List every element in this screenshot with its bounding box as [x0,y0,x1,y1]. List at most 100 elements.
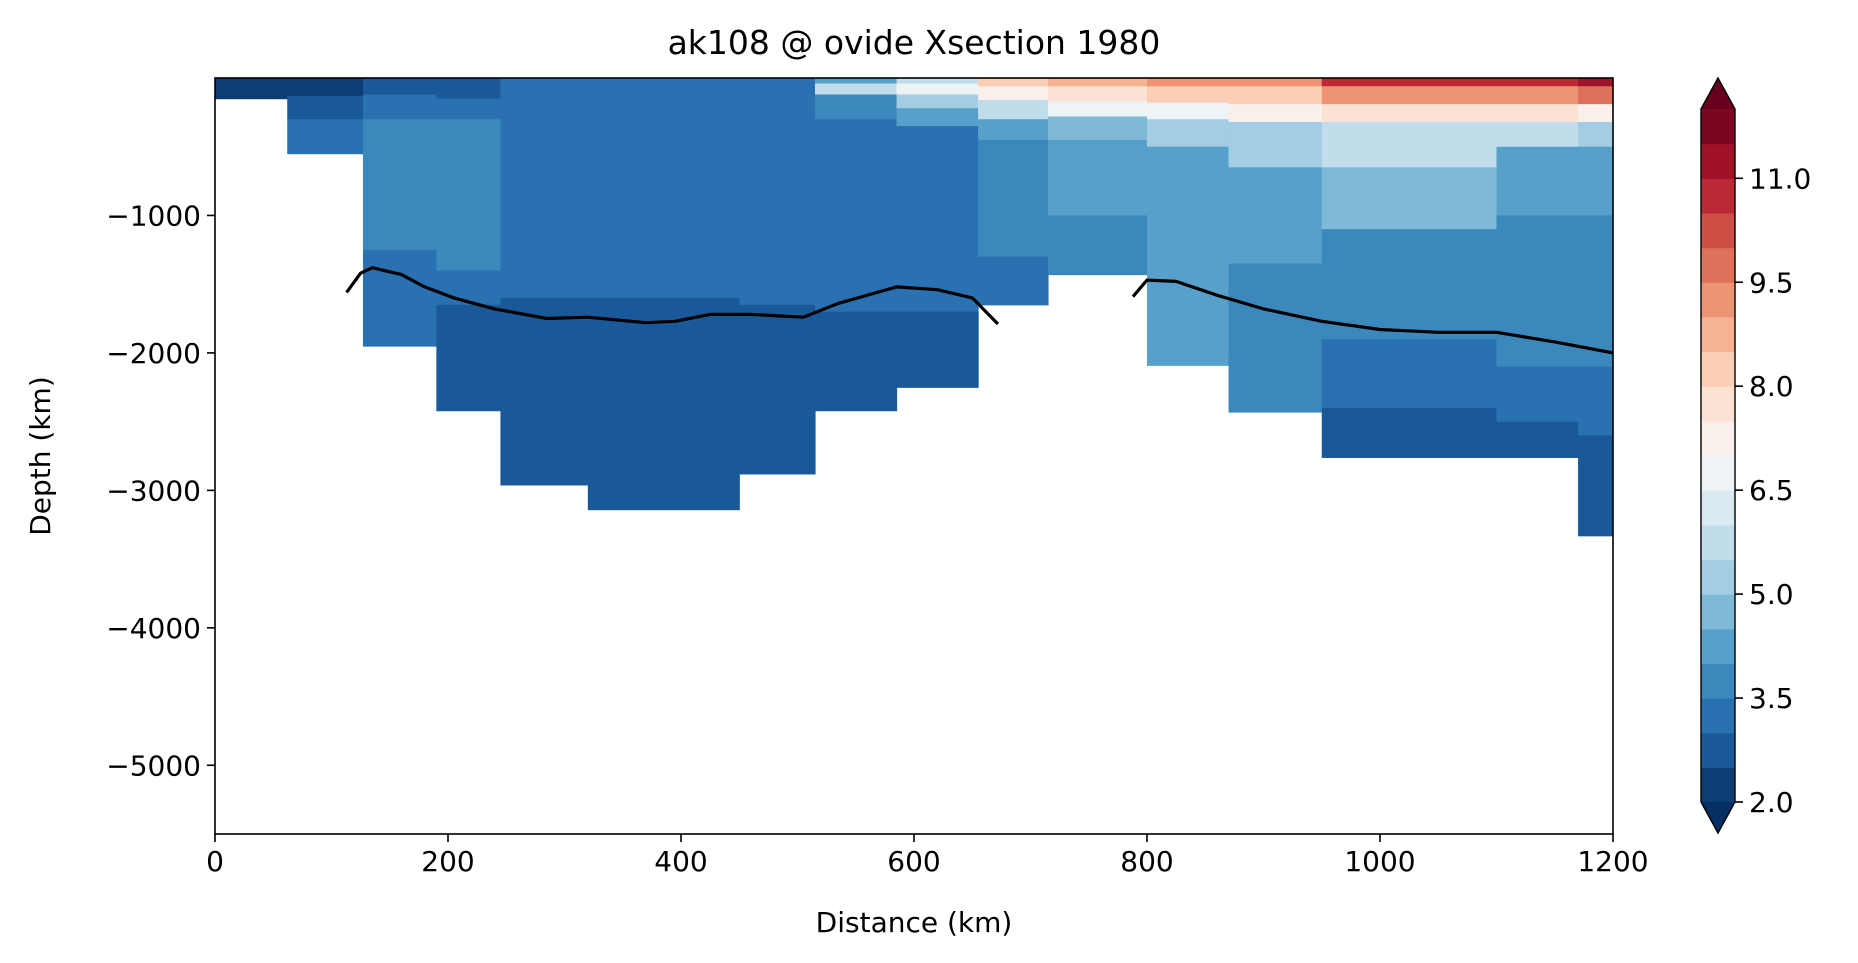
section-cell [287,119,364,155]
colorbar-band [1701,282,1735,318]
section-cell [215,78,288,100]
colorbar-tick-label: 11.0 [1749,162,1811,195]
section-cell [978,256,1049,306]
chart-title: ak108 @ ovide Xsection 1980 [668,23,1161,62]
section-cell [1047,101,1148,118]
colorbar-band [1701,109,1735,145]
y-axis-ticks: −1000 −2000 −3000 −4000 −5000 [106,199,215,782]
section-cell [436,98,502,120]
section-cell [1321,407,1498,458]
section-cell [287,95,364,120]
section-cell [739,304,816,475]
y-tick-label: −1000 [106,199,201,232]
colorbar-band [1701,178,1735,214]
colorbar-band [1701,524,1735,561]
section-cell [1496,366,1579,423]
y-tick-label: −5000 [106,749,201,782]
colorbar-band [1701,420,1735,457]
section-cell [1228,263,1323,354]
section-cell [287,78,364,97]
colorbar-band [1701,490,1735,526]
colorbar-band [1701,663,1735,699]
section-cell [500,78,589,100]
colorbar-band [1701,212,1735,249]
section-cell [1496,146,1579,217]
colorbar-band [1701,559,1735,595]
section-cell [1321,229,1498,340]
colorbar-tick-label: 9.5 [1749,266,1794,299]
section-cell [500,297,589,486]
section-cell [1321,104,1498,123]
section-cell [1496,104,1579,123]
x-axis-label: Distance (km) [816,906,1013,939]
contour-line [345,266,1000,326]
colorbar-band [1701,316,1735,353]
section-cell [896,108,979,127]
section-cell [896,78,979,85]
colorbar-band [1701,628,1735,664]
section-cell [1321,78,1498,87]
section-cell [500,270,589,299]
section-cell [1321,339,1498,409]
section-cell [1321,167,1498,230]
section-cell [1578,121,1613,148]
section-cell [1147,215,1230,366]
section-cell [978,119,1049,141]
colorbar-band [1701,247,1735,283]
section-cell [1047,78,1148,87]
section-cell [1147,86,1230,104]
x-tick-label: 400 [654,845,707,878]
section-cell [1147,146,1230,217]
section-cell [896,126,979,272]
y-tick-label: −4000 [106,612,201,645]
section-cell [362,249,437,347]
section-cell [587,78,740,100]
section-cell [1578,86,1613,105]
colorbar-tick-label: 3.5 [1749,682,1794,715]
section-cell [814,83,898,96]
section-cell [436,194,502,272]
colorbar-tick-label: 8.0 [1749,370,1794,403]
section-cell [1321,121,1498,168]
section-cell [1321,86,1498,105]
contour-line [1131,278,1613,355]
colorbar-band [1701,351,1735,387]
section-cell [587,270,740,299]
section-cell [1147,78,1230,87]
x-tick-label: 1000 [1344,845,1415,878]
section-cell [896,311,979,388]
section-cell [896,83,979,96]
section-cell [1228,86,1323,105]
section-cell [739,270,816,306]
section-cell [1047,139,1148,217]
contour-line-layer [345,266,1613,355]
section-cell [1578,146,1613,217]
section-cell [1228,104,1323,123]
colorbar-tick-label: 2.0 [1749,786,1794,819]
section-cell [978,78,1049,87]
section-cell [436,270,502,306]
section-cell [1047,116,1148,141]
section-cell [1578,215,1613,368]
section-cell [1047,215,1148,276]
colorbar [1700,76,1736,835]
section-cell [587,98,740,272]
x-tick-label: 800 [1120,845,1173,878]
section-cell [978,86,1049,101]
x-tick-label: 0 [206,845,224,878]
section-cell [814,119,898,272]
x-tick-label: 200 [421,845,474,878]
section-cell [1578,435,1613,537]
colorbar-tick-label: 6.5 [1749,474,1794,507]
colorbar-band [1701,386,1735,422]
colorbar-band [1701,732,1735,768]
x-axis-ticks: 0 200 400 600 800 1000 1200 [206,834,1649,878]
section-cell [1496,78,1579,87]
y-tick-label: −3000 [106,474,201,507]
y-tick-label: −2000 [106,337,201,370]
colorbar-ticks: 2.0 3.5 5.0 6.5 8.0 9.5 11.0 [1735,162,1811,819]
section-cell [1147,102,1230,120]
colorbar-band [1701,143,1735,179]
y-axis-label: Depth (km) [24,376,57,536]
